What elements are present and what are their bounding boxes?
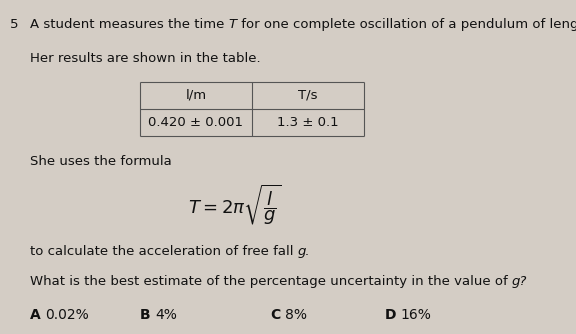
Text: A student measures the time: A student measures the time: [30, 18, 229, 31]
Text: 5: 5: [10, 18, 18, 31]
Text: 4%: 4%: [155, 308, 177, 322]
Text: What is the best estimate of the percentage uncertainty in the value of: What is the best estimate of the percent…: [30, 275, 512, 288]
Text: B: B: [140, 308, 151, 322]
Text: A: A: [30, 308, 41, 322]
Text: Her results are shown in the table.: Her results are shown in the table.: [30, 52, 260, 65]
Text: T: T: [229, 18, 237, 31]
Text: 8%: 8%: [285, 308, 307, 322]
Text: 16%: 16%: [400, 308, 431, 322]
Text: D: D: [385, 308, 396, 322]
Text: 0.02%: 0.02%: [45, 308, 89, 322]
Text: She uses the formula: She uses the formula: [30, 155, 172, 168]
Text: for one complete oscillation of a pendulum of length: for one complete oscillation of a pendul…: [237, 18, 576, 31]
Text: g.: g.: [298, 245, 310, 258]
Text: to calculate the acceleration of free fall: to calculate the acceleration of free fa…: [30, 245, 298, 258]
Text: 1.3 ± 0.1: 1.3 ± 0.1: [277, 116, 339, 129]
Text: g?: g?: [512, 275, 528, 288]
Text: l/m: l/m: [185, 89, 207, 102]
Text: T/s: T/s: [298, 89, 318, 102]
Text: $T = 2\pi\sqrt{\dfrac{l}{g}}$: $T = 2\pi\sqrt{\dfrac{l}{g}}$: [188, 183, 282, 227]
Text: 0.420 ± 0.001: 0.420 ± 0.001: [149, 116, 244, 129]
Text: C: C: [270, 308, 281, 322]
